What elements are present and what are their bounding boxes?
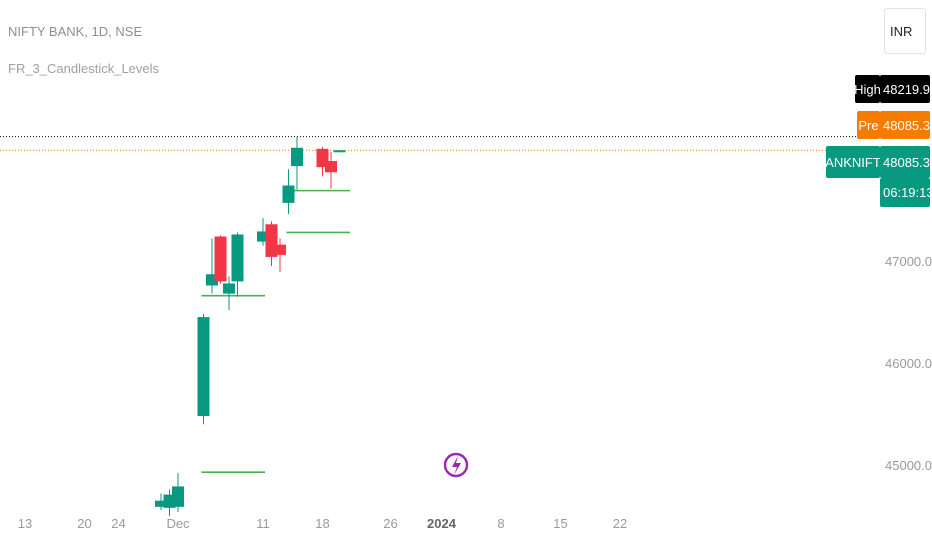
countdown-tag: 06:19:13 — [880, 178, 932, 207]
candle[interactable] — [231, 232, 244, 297]
x-tick-label: 8 — [497, 516, 504, 531]
y-tick-label: 45000.00 — [885, 458, 932, 473]
candle-body — [325, 161, 337, 173]
x-tick-label: Dec — [166, 516, 190, 531]
high-value-tag: 48219.95 — [880, 75, 932, 103]
candle[interactable] — [274, 238, 286, 273]
x-tick-label: 20 — [77, 516, 91, 531]
x-tick-label: 15 — [553, 516, 567, 531]
currency-button[interactable]: INR — [884, 8, 926, 54]
reference-lines — [0, 136, 880, 151]
candle[interactable] — [206, 238, 218, 294]
candle[interactable] — [197, 314, 210, 425]
x-tick-label: 26 — [383, 516, 397, 531]
candle-body — [257, 231, 269, 242]
candle[interactable] — [265, 221, 278, 267]
candle[interactable] — [333, 150, 346, 153]
indicator-name[interactable]: FR_3_Candlestick_Levels — [8, 61, 160, 76]
level-lines — [201, 189, 350, 473]
symbol-price-tag: BANKNIFTY — [817, 146, 889, 178]
candle-body — [206, 274, 218, 286]
candle-body — [282, 185, 295, 203]
lightning-bolt-icon[interactable] — [443, 452, 469, 478]
candle-body — [172, 486, 184, 507]
candle[interactable] — [282, 169, 295, 215]
time-axis: 13 20 24 Dec 11 18 26 2024 8 15 22 — [18, 516, 627, 531]
x-tick-label: 11 — [256, 516, 270, 531]
candle-body — [214, 236, 227, 282]
candle-body — [223, 283, 235, 294]
candle-body — [197, 317, 210, 417]
pre-label-tag: Pre — [857, 111, 880, 139]
high-label-tag: High — [854, 75, 881, 103]
x-tick-label: 24 — [111, 516, 125, 531]
candle[interactable] — [291, 136, 303, 190]
candle[interactable] — [214, 235, 227, 284]
price-axis: 45000.00 46000.00 47000.00 — [885, 254, 932, 473]
candle[interactable] — [223, 276, 235, 310]
x-tick-label: 2024 — [427, 516, 457, 531]
candle[interactable] — [155, 493, 167, 510]
y-tick-label: 46000.00 — [885, 356, 932, 371]
candle-body — [333, 150, 346, 153]
candle-body — [291, 147, 303, 167]
candle[interactable] — [172, 473, 184, 512]
candle-body — [155, 500, 167, 507]
candle-body — [231, 234, 244, 282]
x-tick-label: 18 — [315, 516, 329, 531]
last-price-tag: 48085.35 — [880, 146, 932, 178]
x-tick-label: 13 — [18, 516, 32, 531]
candle[interactable] — [257, 218, 269, 246]
symbol-title[interactable]: NIFTY BANK, 1D, NSE — [8, 24, 143, 39]
pre-value-tag: 48085.35 — [880, 111, 932, 139]
x-tick-label: 22 — [613, 516, 627, 531]
candles — [155, 136, 346, 516]
candle[interactable] — [325, 151, 337, 189]
y-tick-label: 47000.00 — [885, 254, 932, 269]
candle-body — [274, 244, 286, 255]
